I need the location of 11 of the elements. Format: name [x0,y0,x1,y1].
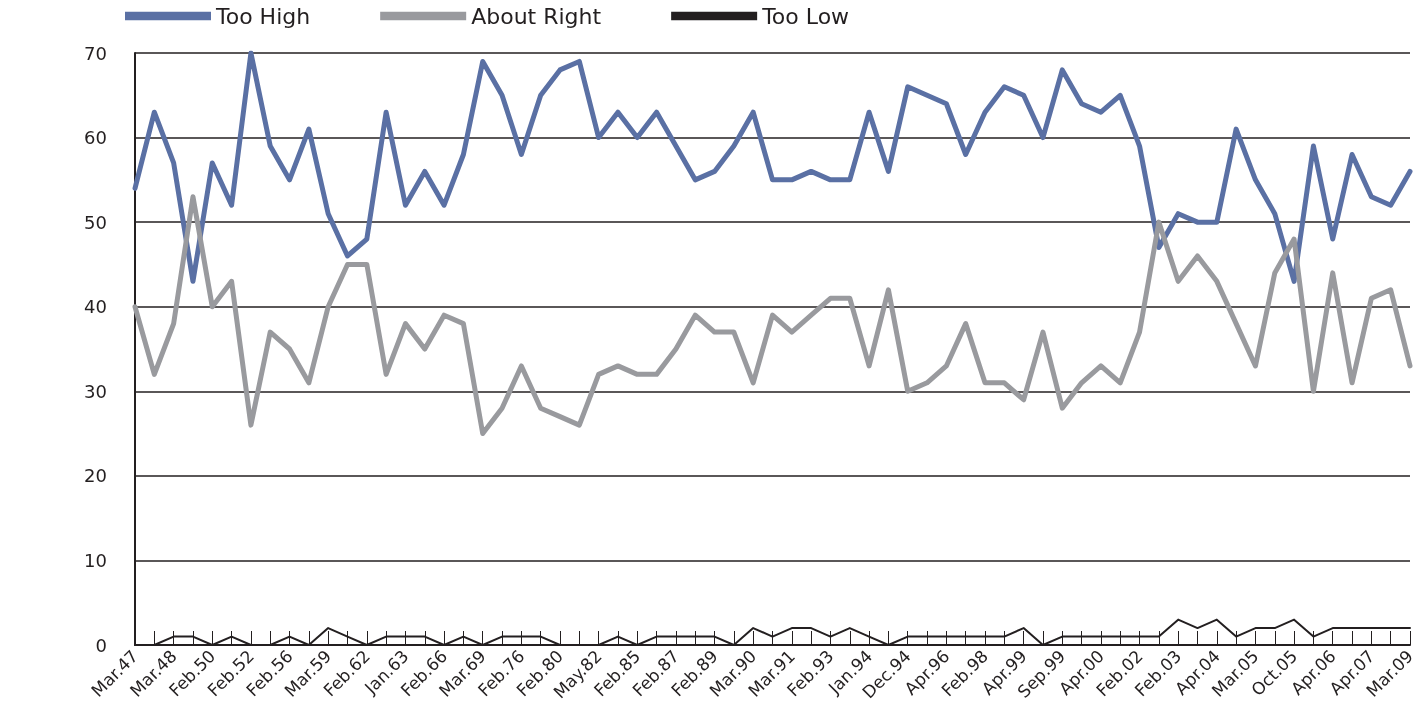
legend-label: Too Low [761,3,850,29]
y-tick-label: 70 [84,42,107,64]
y-tick-label: 60 [84,127,107,149]
y-tick-label: 30 [84,380,107,402]
y-tick-label: 0 [95,634,107,656]
y-tick-label: 20 [84,465,107,487]
y-tick-label: 40 [84,296,107,318]
y-tick-label: 10 [84,549,107,571]
y-tick-label: 50 [84,211,107,233]
legend-label: About Right [471,3,602,29]
legend-label: Too High [215,3,311,29]
